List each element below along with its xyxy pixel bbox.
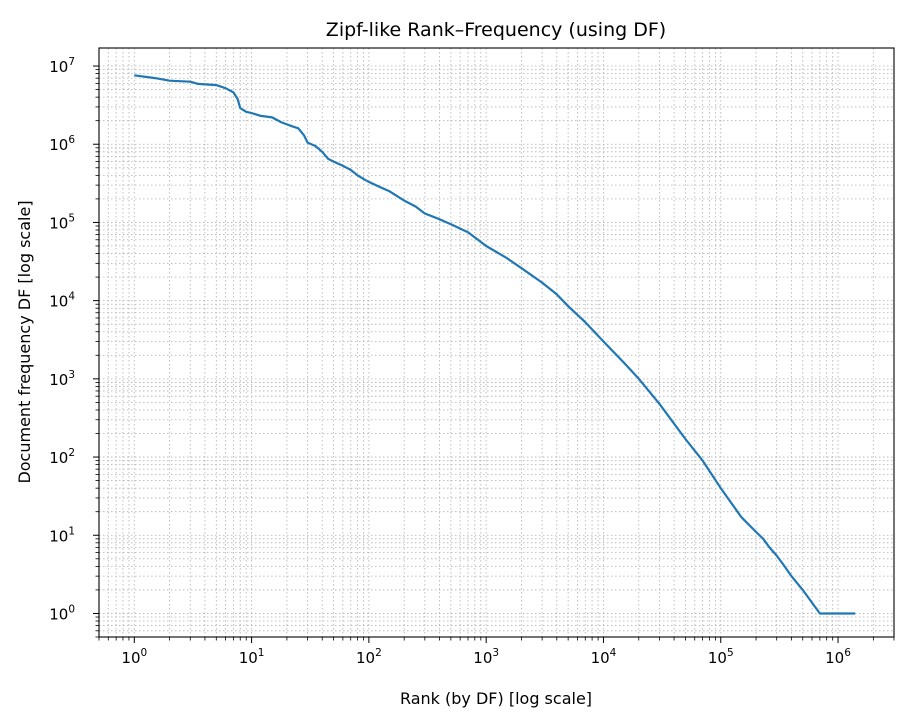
data-series (134, 74, 856, 615)
grid (98, 48, 895, 638)
ticks: 100 101 102 103 104 105 1061001011021031041051… (49, 56, 895, 667)
y-axis-label: Document frequency DF [log scale] (15, 200, 34, 483)
series-line (134, 74, 856, 615)
chart-title: Zipf-like Rank–Frequency (using DF) (326, 19, 666, 41)
plot-frame (98, 47, 895, 638)
x-axis-label: Rank (by DF) [log scale] (400, 689, 592, 708)
